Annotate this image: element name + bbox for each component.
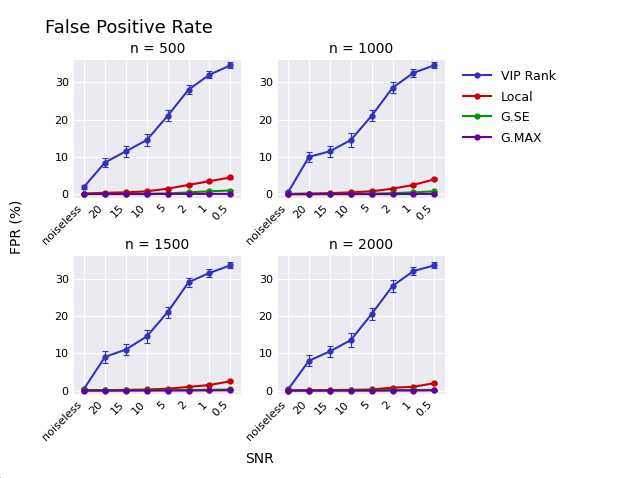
- Legend: VIP Rank, Local, G.SE, G.MAX: VIP Rank, Local, G.SE, G.MAX: [460, 66, 559, 149]
- Text: False Positive Rate: False Positive Rate: [45, 19, 212, 37]
- Title: n = 2000: n = 2000: [329, 238, 393, 252]
- Text: FPR (%): FPR (%): [9, 200, 23, 254]
- Title: n = 500: n = 500: [129, 42, 185, 56]
- Text: SNR: SNR: [245, 452, 273, 466]
- Title: n = 1500: n = 1500: [125, 238, 189, 252]
- Title: n = 1000: n = 1000: [329, 42, 394, 56]
